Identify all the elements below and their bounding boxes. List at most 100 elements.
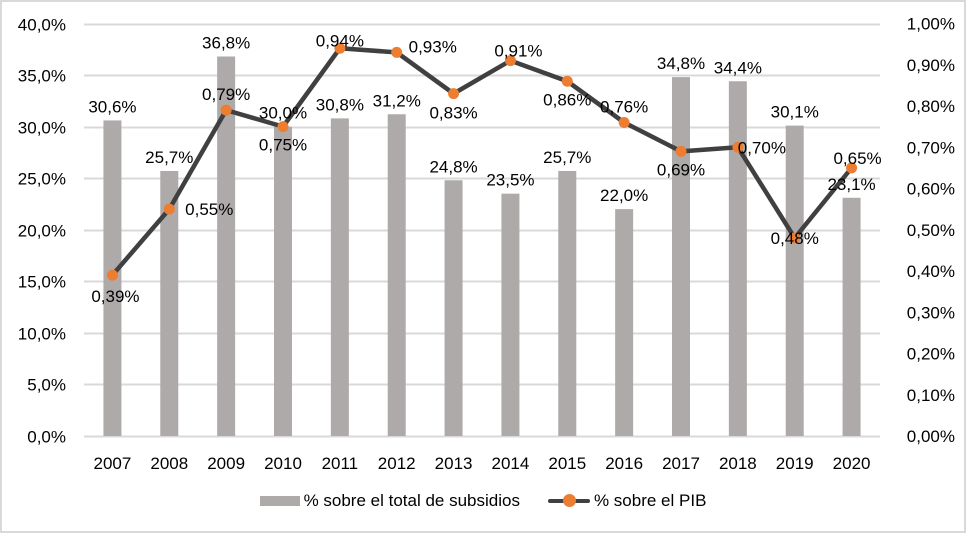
x-tick-label: 2018 [719,454,757,473]
bar[interactable] [160,170,179,436]
bar[interactable] [728,81,747,436]
bar-data-label: 30,6% [88,97,136,116]
line-marker[interactable] [163,203,175,215]
bar-data-label: 23,1% [827,175,875,194]
bar[interactable] [558,170,577,436]
line-marker[interactable] [561,75,573,87]
bar-data-label: 25,7% [543,148,591,167]
bar[interactable] [785,125,804,436]
legend: % sobre el total de subsidios % sobre el… [0,486,966,516]
bar[interactable] [274,126,292,436]
bar-data-label: 34,4% [714,58,762,77]
x-tick-label: 2012 [378,454,416,473]
y-left-tick-label: 35,0% [18,67,66,86]
line-data-label: 0,83% [429,104,477,123]
line-path [110,46,854,277]
line-data-label: 0,39% [91,287,139,306]
x-tick-label: 2007 [94,454,132,473]
line-marker[interactable] [220,104,232,116]
bar[interactable] [615,209,634,436]
y-right-tick-label: 0,30% [907,303,955,322]
y-left-tick-label: 0,0% [27,428,66,447]
line-data-label: 0,75% [259,136,307,155]
y-right-tick-label: 0,40% [907,262,955,281]
bar-data-label: 24,8% [429,157,477,176]
x-tick-label: 2016 [605,454,643,473]
line-data-label: 0,93% [409,37,457,56]
y-right-tick-label: 0,10% [907,386,955,405]
x-tick-label: 2008 [150,454,188,473]
y-right-tick-label: 0,90% [907,56,955,75]
legend-bar-swatch [259,496,300,506]
bar-data-labels: 30,6% 25,7% 36,8% 30,0% 30,8% 31,2% 24,8% 23,5%… [88,34,875,206]
bar[interactable] [387,114,406,436]
line-marker[interactable] [334,42,346,54]
bar-data-label: 31,2% [373,91,421,110]
y-axis-right: 0,00% 0,10% 0,20% 0,30% 0,40% 0,50% 0,60% 0,70%… [907,15,955,447]
line-marker[interactable] [846,162,858,174]
y-right-tick-label: 0,70% [907,138,955,157]
bar-data-label: 34,8% [657,54,705,73]
line-data-label: 0,86% [543,90,591,109]
bar-data-label: 30,8% [316,95,364,114]
legend-label: % sobre el PIB [593,491,707,510]
x-tick-label: 2015 [548,454,586,473]
line-data-labels: 0,39% 0,55% 0,79% 0,75% 0,94% 0,93% 0,83% 0,91%… [91,31,881,306]
y-left-tick-label: 25,0% [18,170,66,189]
bar-series [103,56,861,437]
x-tick-label: 2017 [662,454,700,473]
y-left-tick-label: 30,0% [18,119,66,138]
line-data-label: 0,91% [494,42,542,61]
y-left-tick-label: 5,0% [27,376,66,395]
y-axis-left: 0,0% 5,0% 10,0% 15,0% 20,0% 25,0% 30,0% 35,0% 40… [18,16,66,447]
line-data-label: 0,48% [771,229,819,248]
y-right-tick-label: 1,00% [907,15,955,34]
bar-data-label: 25,7% [145,148,193,167]
y-left-tick-label: 15,0% [18,273,66,292]
y-right-tick-label: 0,60% [907,180,955,199]
line-marker[interactable] [732,141,744,153]
bar-data-label: 23,5% [486,171,534,190]
bar[interactable] [444,180,463,436]
line-data-label: 0,55% [185,200,233,219]
x-tick-label: 2020 [833,454,871,473]
line-series [106,42,858,281]
legend-item-pib[interactable]: % sobre el PIB [547,491,707,511]
y-right-tick-label: 0,80% [907,97,955,116]
line-marker[interactable] [277,121,289,133]
bar[interactable] [217,56,236,437]
bar[interactable] [330,118,349,436]
line-marker[interactable] [106,269,118,281]
bar-data-label: 36,8% [202,34,250,53]
bar-data-label: 30,0% [259,104,307,123]
x-tick-label: 2011 [322,454,359,473]
line-data-label: 0,94% [316,31,364,50]
line-marker[interactable] [448,88,460,100]
x-tick-label: 2013 [435,454,473,473]
line-data-label: 0,65% [833,149,881,168]
bar[interactable] [501,193,520,436]
line-data-label: 0,69% [657,160,705,179]
bar-data-label: 30,1% [771,103,819,122]
line-marker[interactable] [675,145,687,157]
y-right-tick-label: 0,20% [907,345,955,364]
bar-data-label: 22,0% [600,186,648,205]
line-marker[interactable] [789,232,801,244]
bar[interactable] [672,77,690,436]
line-marker[interactable] [504,55,516,67]
y-right-tick-label: 0,50% [907,221,955,240]
legend-item-subsidios[interactable]: % sobre el total de subsidios [259,491,520,511]
x-tick-label: 2010 [264,454,302,473]
line-data-label: 0,76% [600,98,648,117]
bar[interactable] [842,197,861,436]
line-marker[interactable] [391,46,403,58]
x-axis: 2007 2008 2009 2010 2011 2012 2013 2014 2015 2016… [94,454,871,473]
legend-line-swatch [547,494,590,508]
line-marker[interactable] [618,117,630,128]
y-right-tick-label: 0,00% [907,427,955,446]
x-tick-label: 2019 [776,454,814,473]
y-left-tick-label: 10,0% [18,325,66,344]
legend-label: % sobre el total de subsidios [303,491,520,510]
gridlines [84,23,880,438]
